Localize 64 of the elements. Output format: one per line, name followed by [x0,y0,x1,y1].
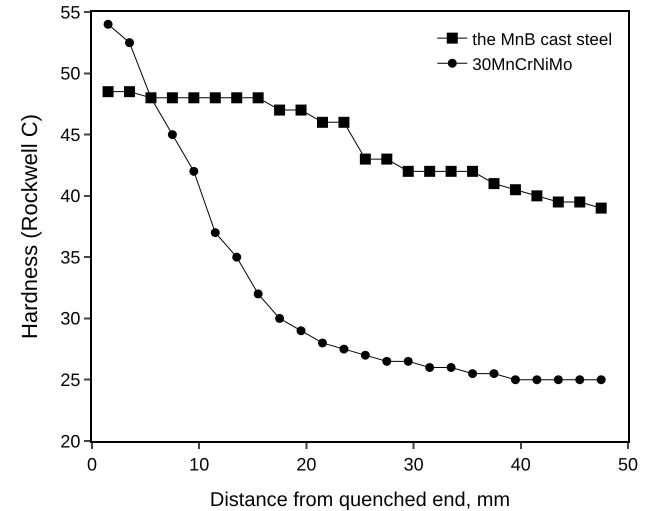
point [338,116,350,128]
point [425,362,434,372]
point [166,92,178,104]
point [360,154,371,165]
point [210,228,220,238]
point [554,375,563,384]
point [490,369,498,378]
y-tick-label: 55 [60,2,80,22]
x-tick-label: 40 [510,454,531,475]
legend-label: 30MnCrNiMo [472,54,572,74]
point [424,166,436,177]
point [318,338,327,348]
point [274,104,286,116]
x-tick-label: 0 [86,454,98,475]
y-tick-label: 25 [60,370,80,390]
point [232,252,242,262]
point [125,38,134,48]
point [488,178,500,190]
point [552,196,564,208]
point [104,20,113,29]
y-tick-label: 40 [60,186,80,206]
point [381,154,392,165]
point [296,326,306,336]
point [596,202,607,214]
point [446,166,457,177]
x-tick-label: 30 [404,454,424,475]
point [102,86,114,98]
point [275,314,284,323]
point [532,375,542,384]
y-tick-label: 20 [60,431,80,452]
y-axis-title: Hardness (Rockwell C) [17,114,42,339]
point [124,86,136,98]
point [188,92,200,104]
point [210,92,221,104]
y-tick-label: 45 [60,124,80,145]
point [252,92,264,104]
point [446,362,456,372]
point [254,289,263,298]
point [404,356,413,366]
point [402,166,414,177]
point [189,166,198,176]
x-axis-title: Distance from quenched end, mm [210,489,510,511]
point [510,375,520,384]
y-tick-label: 30 [60,308,80,329]
point [168,130,177,140]
point [531,190,542,202]
point [510,184,521,196]
y-tick-label: 50 [60,64,80,84]
point [339,344,348,354]
point [360,350,370,360]
point [467,166,478,177]
legend-label: the MnB cast steel [472,30,612,49]
point [596,375,606,384]
x-tick-label: 20 [296,454,316,475]
point [296,104,307,116]
point [468,369,478,378]
point [574,196,586,208]
point [382,356,392,366]
point [575,375,584,384]
x-tick-label: 10 [189,454,210,475]
y-tick-label: 35 [60,247,80,268]
point [231,92,242,104]
point [316,116,328,128]
x-tick-label: 50 [618,454,638,475]
